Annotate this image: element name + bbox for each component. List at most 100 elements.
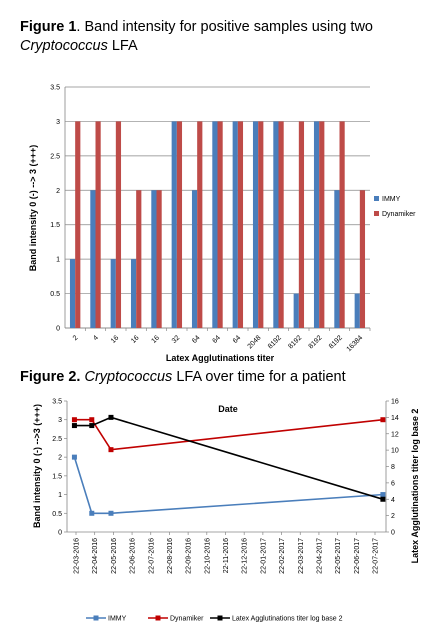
left-tick-label: 2.5 [52,436,62,443]
y-tick-label: 2 [56,188,60,195]
y-tick-label: 1.5 [50,222,60,229]
legend-marker [93,615,99,621]
bar-dynamiker [75,121,81,328]
bar-dynamiker [278,121,284,328]
x-tick-label: 22-06-2016 [130,538,137,574]
series-line-titer [74,416,384,501]
bar-immy [293,293,299,328]
data-point-titer [71,423,77,429]
y-tick-label: 2.5 [50,153,60,160]
data-point-immy [71,454,77,460]
x-tick-label: 22-07-2016 [148,538,155,574]
series-line-dynamiker [74,418,383,451]
right-tick-label: 8 [391,464,395,471]
x-tick-label: 16 [150,334,161,345]
bar-immy [110,259,116,328]
figure-1-title-italic: Cryptococcus [20,38,108,54]
x-tick-label: 22-03-2016 [74,538,81,574]
legend-label: Dynamiker [382,211,416,218]
x-tick-label: 64 [211,334,222,345]
bar-dynamiker [115,121,122,328]
bar-immy [151,190,157,328]
bar-immy [273,121,279,328]
data-point-titer [380,496,386,502]
legend-swatch [374,211,379,216]
y-tick-label: 0.5 [50,291,60,298]
bar-dynamiker [156,190,162,328]
bar-dynamiker [359,190,366,328]
data-point-immy [89,510,95,516]
figure-2-label: Figure 2. [20,369,81,385]
bar-dynamiker [319,121,325,328]
bar-dynamiker [237,121,244,328]
x-tick-label: 16 [110,334,121,345]
x-tick-label: 22-05-2016 [111,538,118,574]
right-tick-label: 6 [391,480,395,487]
right-axis-title: Latex Agglutinations titer log base 2 [410,409,420,564]
bar-dynamiker [217,121,223,328]
figure-1-bar-chart: 00.511.522.533.52 4 16 16 16 32 64 64 64 2048 8192… [28,85,416,364]
bar-dynamiker [298,121,305,328]
y-axis-title: Band intensity 0 (-) --> 3 (+++) [28,145,38,272]
right-tick-label: 4 [391,497,395,504]
left-tick-label: 3.5 [52,399,62,406]
right-tick-label: 16 [391,399,399,406]
x-tick-label: 22-03-2017 [298,538,305,574]
left-tick-label: 3 [58,417,62,424]
bar-immy [334,190,340,328]
bar-dynamiker [136,190,142,328]
bar-immy [191,190,198,328]
y-tick-label: 0 [56,326,60,333]
y-tick-label: 1 [56,257,60,264]
right-tick-label: 10 [391,448,399,455]
left-tick-label: 0 [58,530,62,537]
bar-dynamiker [339,121,345,328]
x-tick-label: 22-01-2017 [260,538,267,574]
figure-2-title-end: LFA over time for a patient [172,369,346,385]
bar-immy [313,121,320,328]
bar-dynamiker [197,121,203,328]
x-tick-label: 22-02-2017 [279,538,286,574]
x-tick-label: 22-04-2016 [92,538,99,574]
x-tick-label: 32 [171,334,182,345]
bar-immy [212,121,218,328]
bar-immy [171,121,177,328]
x-tick-label: 64 [232,334,243,345]
figure-1-title-end: LFA [107,38,138,54]
figure-2-title-italic: Cryptococcus [80,369,173,385]
x-tick-label: 2 [72,334,80,342]
figure-2-title: Figure 2. Cryptococcus LFA over time for… [20,368,346,387]
figure-1-label: Figure 1 [20,19,77,35]
left-tick-label: 1.5 [52,473,62,480]
bar-dynamiker [95,121,101,328]
right-tick-label: 14 [391,415,399,422]
bar-immy [130,259,137,328]
data-point-titer [108,414,114,420]
left-tick-label: 2 [58,455,62,462]
data-point-dynamiker [89,417,95,423]
data-point-dynamiker [71,417,77,423]
x-tick-label: 22-08-2016 [167,538,174,574]
y-tick-label: 3.5 [50,85,60,92]
right-tick-label: 12 [391,431,399,438]
data-point-dynamiker [108,447,114,453]
legend-marker [155,615,161,621]
x-tick-label: 22-06-2017 [354,538,361,574]
legend-marker [217,615,223,621]
x-tick-label: 22-11-2016 [223,538,230,573]
x-tick-label: 22-09-2016 [186,538,193,574]
bar-immy [69,259,76,328]
right-tick-label: 2 [391,513,395,520]
bar-dynamiker [258,121,264,328]
legend-label: Latex Agglutinations titer log base 2 [232,616,343,623]
x-tick-label: 22-05-2017 [335,538,342,574]
x-tick-label: 22-07-2017 [373,538,380,574]
x-tick-label: 64 [191,334,202,345]
data-point-dynamiker [380,417,386,423]
x-tick-label: 22-12-2016 [242,538,249,574]
legend-swatch [374,196,379,201]
legend-label: IMMY [108,616,127,623]
bar-immy [252,121,259,328]
figure-1-title-text: . Band intensity for positive samples us… [76,19,373,35]
